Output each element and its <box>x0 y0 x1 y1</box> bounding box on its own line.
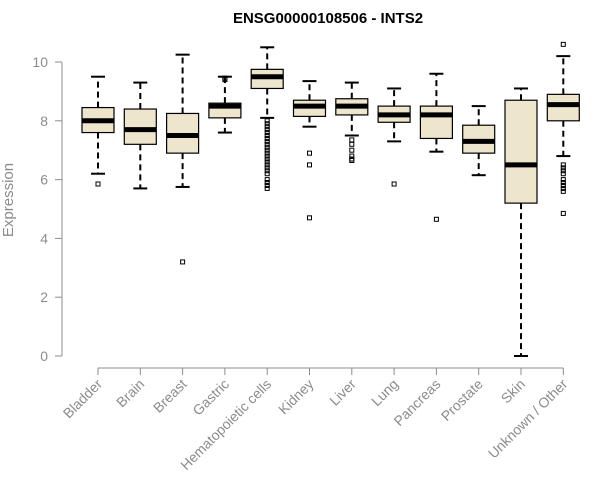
x-tick-label: Bladder <box>60 376 106 422</box>
x-tick-label: Prostate <box>438 376 486 424</box>
outlier-point <box>560 210 566 216</box>
box-group <box>504 87 538 357</box>
outlier-point <box>95 181 101 187</box>
x-tick-label: Brain <box>113 376 147 410</box>
x-tick-label: Lung <box>368 376 401 409</box>
y-tick-label: 10 <box>32 54 48 70</box>
outlier-point <box>560 162 566 168</box>
outlier-point <box>264 133 270 138</box>
y-tick-label: 4 <box>40 230 48 246</box>
outlier-point <box>391 181 397 187</box>
box-group <box>208 75 242 134</box>
boxes <box>81 41 580 357</box>
outlier-point <box>264 135 270 141</box>
outlier-point <box>264 177 270 183</box>
outlier-point <box>180 259 186 265</box>
outlier-point <box>264 130 270 136</box>
outlier-point <box>264 141 270 147</box>
outlier-point <box>560 180 566 186</box>
outlier-point <box>264 171 270 177</box>
outlier-point <box>264 180 270 186</box>
x-tick-label: Kidney <box>275 376 317 418</box>
outlier-point <box>264 127 270 133</box>
box-group <box>250 46 284 191</box>
outlier-point <box>349 147 355 153</box>
x-tick-label: Skin <box>498 376 529 407</box>
outlier-point <box>264 185 270 191</box>
chart-title: ENSG00000108506 - INTS2 <box>233 10 423 27</box>
y-tick-label: 6 <box>40 172 48 188</box>
box-group <box>419 72 453 222</box>
box-group <box>292 80 327 221</box>
outlier-point <box>433 216 439 222</box>
y-tick-label: 0 <box>40 348 48 364</box>
outlier-point <box>560 171 566 177</box>
outlier-point <box>307 215 312 221</box>
outlier-point <box>264 165 270 171</box>
outlier-point <box>560 188 566 194</box>
box-group <box>335 81 369 163</box>
outlier-point <box>264 153 270 159</box>
box-group <box>81 75 115 187</box>
box-group <box>123 81 157 190</box>
outlier-point <box>264 156 270 162</box>
y-tick-label: 2 <box>40 289 48 305</box>
box-group <box>462 105 496 177</box>
outlier-point <box>560 185 566 191</box>
outlier-point <box>264 144 270 150</box>
x-tick-label: Liver <box>326 376 359 409</box>
outlier-point <box>264 138 270 144</box>
outlier-point <box>264 162 270 168</box>
x-tick-label: Pancreas <box>390 376 443 429</box>
outlier-point <box>264 150 270 156</box>
y-axis: 0 2 4 6 8 10 <box>32 54 63 364</box>
outlier-point <box>560 165 566 171</box>
outlier-point <box>264 121 270 127</box>
outlier-point <box>560 177 566 183</box>
outlier-point <box>349 141 355 147</box>
iqr-box <box>546 93 580 122</box>
iqr-box <box>504 99 538 204</box>
box-group <box>377 87 411 187</box>
y-axis-label: Expression <box>0 163 17 237</box>
box-group <box>166 53 200 265</box>
outlier-point <box>264 168 270 174</box>
iqr-box <box>419 105 453 140</box>
outlier-point <box>349 157 355 163</box>
iqr-box <box>123 108 157 145</box>
outlier-point <box>264 159 270 165</box>
outlier-point <box>560 41 566 47</box>
outlier-point <box>264 124 270 130</box>
outlier-point <box>349 137 355 143</box>
x-tick-label: Unknown / Other <box>485 376 571 462</box>
outlier-point <box>560 182 566 188</box>
outlier-point <box>264 147 270 153</box>
outlier-point <box>307 162 312 168</box>
y-tick-label: 8 <box>40 113 48 129</box>
x-tick-label: Breast <box>150 376 190 416</box>
outlier-point <box>222 75 228 81</box>
outlier-point <box>307 150 312 156</box>
box-group <box>546 41 580 216</box>
outlier-point <box>264 118 270 124</box>
outlier-point <box>560 168 566 174</box>
outlier-point <box>264 182 270 188</box>
